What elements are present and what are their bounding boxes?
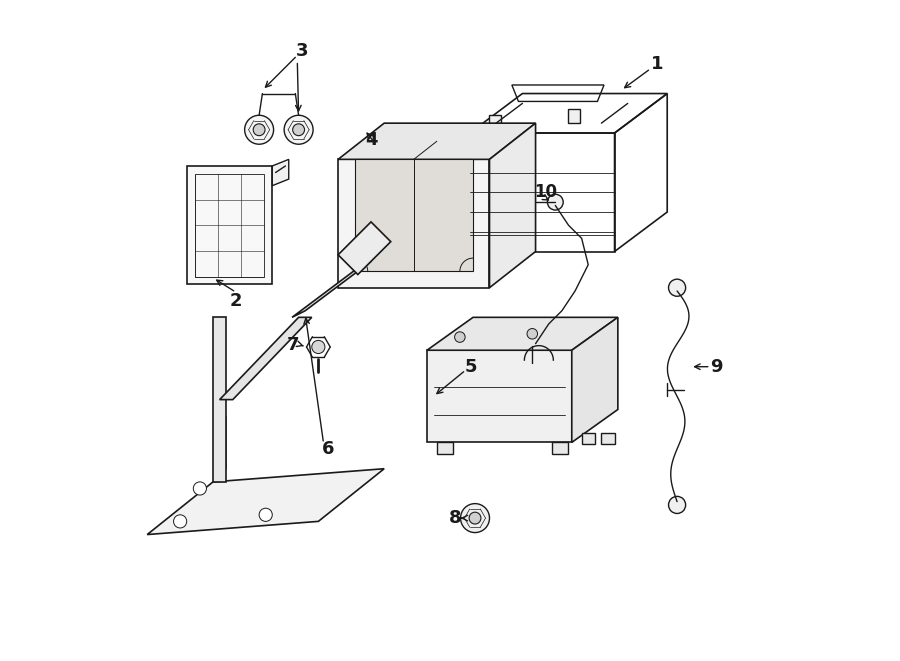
Polygon shape — [552, 442, 569, 454]
Text: 5: 5 — [464, 358, 477, 375]
Text: 6: 6 — [322, 440, 335, 458]
Polygon shape — [427, 350, 572, 442]
Polygon shape — [436, 442, 454, 454]
Polygon shape — [292, 261, 371, 317]
Polygon shape — [572, 317, 617, 442]
Polygon shape — [273, 159, 289, 186]
Circle shape — [469, 512, 481, 524]
Circle shape — [253, 124, 265, 136]
Polygon shape — [220, 317, 311, 400]
Polygon shape — [427, 317, 617, 350]
Polygon shape — [490, 114, 501, 129]
Polygon shape — [355, 159, 473, 271]
Polygon shape — [213, 317, 226, 482]
Text: 7: 7 — [287, 336, 300, 354]
Polygon shape — [186, 166, 273, 284]
Circle shape — [547, 194, 563, 210]
Circle shape — [454, 332, 465, 342]
Text: 2: 2 — [230, 292, 242, 310]
Polygon shape — [490, 123, 536, 288]
Text: 8: 8 — [449, 509, 462, 527]
Circle shape — [174, 515, 186, 528]
Circle shape — [292, 124, 304, 136]
Circle shape — [669, 279, 686, 296]
Circle shape — [525, 338, 540, 354]
Polygon shape — [569, 108, 580, 123]
Text: 1: 1 — [651, 55, 663, 73]
Polygon shape — [338, 222, 391, 274]
Circle shape — [245, 115, 274, 144]
Circle shape — [669, 496, 686, 514]
Polygon shape — [148, 469, 384, 535]
Text: 3: 3 — [295, 42, 308, 59]
Circle shape — [527, 329, 537, 339]
Circle shape — [311, 340, 325, 354]
Circle shape — [259, 508, 273, 522]
Polygon shape — [601, 432, 615, 444]
Polygon shape — [581, 432, 595, 444]
Text: 4: 4 — [364, 131, 377, 149]
Polygon shape — [338, 123, 536, 159]
Circle shape — [461, 504, 490, 533]
Text: 9: 9 — [710, 358, 723, 375]
Circle shape — [194, 482, 206, 495]
Circle shape — [284, 115, 313, 144]
Text: 10: 10 — [534, 183, 557, 201]
Polygon shape — [338, 159, 490, 288]
